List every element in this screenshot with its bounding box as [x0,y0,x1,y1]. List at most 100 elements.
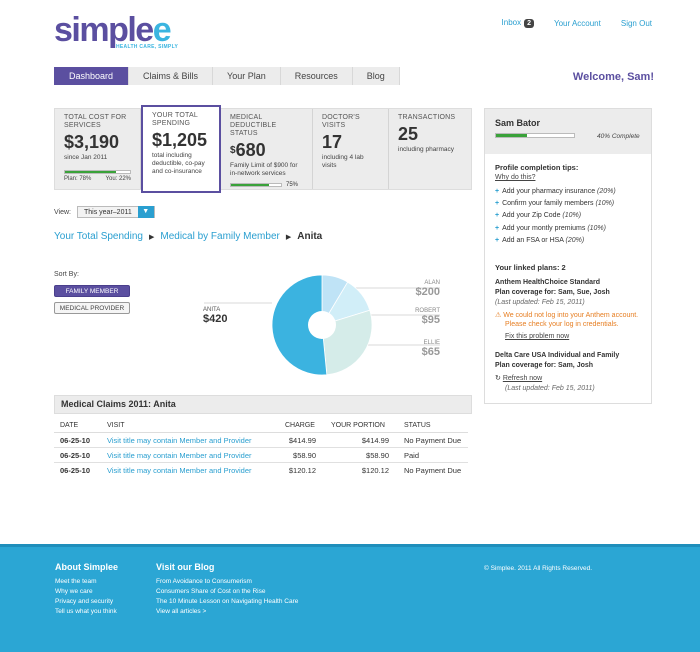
warning-icon: ⚠ [495,312,502,319]
tip-item[interactable]: + Add your montly premiums (10%) [495,225,606,232]
fix-problem-link[interactable]: Fix this problem now [505,333,570,340]
why-link[interactable]: Why do this? [495,174,536,181]
view-label: View: [54,208,71,216]
profile-progress-fill [496,134,528,137]
col-status: STATUS [404,422,431,429]
plus-icon: + [495,200,500,207]
inbox-count-badge: 2 [524,19,534,28]
breadcrumb-current: Anita [297,231,323,242]
inbox-link[interactable]: Inbox 2 [502,18,534,28]
summary-panel: TOTAL COST FOR SERVICES $3,190 since Jan… [54,105,472,193]
stat-deductible[interactable]: MEDICAL DEDUCTIBLE STATUS $680 Family Li… [221,109,313,189]
plan1-link[interactable]: Anthem HealthChoice Standard [495,279,601,286]
footer-link[interactable]: Why we care [55,588,93,595]
plus-icon: + [495,212,500,219]
footer-link[interactable]: Consumers Share of Cost on the Rise [156,588,266,595]
stat-total-cost[interactable]: TOTAL COST FOR SERVICES $3,190 since Jan… [55,109,141,189]
plus-icon: + [495,225,500,232]
refresh-row[interactable]: ↻ Refresh now [495,375,543,382]
tip-item[interactable]: + Add your Zip Code (10%) [495,212,582,219]
view-select[interactable]: This year–2011 ▼ [77,206,155,218]
stat-label: DOCTOR'S VISITS [322,114,360,129]
tab-blog[interactable]: Blog [352,67,400,85]
footer-about-title: About Simplee [55,562,119,572]
view-row: View: This year–2011 ▼ [54,206,155,218]
main-nav: Dashboard Claims & Bills Your Plan Resou… [54,67,400,85]
col-visit: VISIT [107,422,125,429]
plus-icon: + [495,188,500,195]
breadcrumb: Your Total Spending ▶ Medical by Family … [54,231,322,242]
plan-share-label: Plan: 78% [64,176,92,182]
deductible-fill [231,184,269,186]
stat-value: 25 [398,124,419,144]
breadcrumb-arrow-icon: ▶ [148,233,155,241]
row-visit-link[interactable]: Visit title may contain Member and Provi… [107,436,252,445]
footer-link[interactable]: View all articles > [156,608,207,615]
tab-resources[interactable]: Resources [280,67,353,85]
plan2-updated: (Last updated: Feb 15, 2011) [505,385,595,392]
stat-label: TOTAL COST FOR SERVICES [64,114,127,129]
tab-dashboard[interactable]: Dashboard [54,67,130,85]
stat-label: YOUR TOTAL SPENDING [152,112,198,127]
tip-item[interactable]: + Confirm your family members (10%) [495,200,615,207]
pie-label-ellie: ELLIE $65 [421,340,440,358]
breadcrumb-total-spending[interactable]: Your Total Spending [54,231,143,242]
logo-tagline: HEALTH CARE, SIMPLY [116,44,179,50]
table-divider [54,432,468,433]
sign-out-link[interactable]: Sign Out [620,18,652,28]
linked-plans-title: Your linked plans: 2 [495,263,566,272]
table-row: 06-25-10 Visit title may contain Member … [54,463,468,478]
top-links: Inbox 2 Your Account Sign Out [502,18,652,28]
sort-medical-provider-button[interactable]: MEDICAL PROVIDER [54,302,130,314]
breadcrumb-medical[interactable]: Medical by Family Member [160,231,280,242]
footer-link[interactable]: From Avoidance to Consumerism [156,578,252,585]
footer-link[interactable]: Tell us what you think [55,608,117,615]
tip-item[interactable]: + Add an FSA or HSA (20%) [495,237,585,244]
footer-link[interactable]: The 10 Minute Lesson on Navigating Healt… [156,598,299,605]
pie-label-robert: ROBERT $95 [415,308,440,326]
footer-link[interactable]: Meet the team [55,578,97,585]
copyright: © Simplee. 2011 All Rights Reserved. [484,565,592,572]
profile-progress-label: 40% Complete [597,133,640,140]
footer-link[interactable]: Privacy and security [55,598,114,605]
plan2-link[interactable]: Delta Care USA Individual and Family [495,352,620,359]
tip-item[interactable]: + Add your pharmacy insurance (20%) [495,188,616,195]
row-portion: $58.90 [366,451,389,460]
stat-value: 17 [322,132,343,152]
tab-claims-bills[interactable]: Claims & Bills [129,67,214,85]
row-visit-link[interactable]: Visit title may contain Member and Provi… [107,466,252,475]
simplee-logo[interactable]: simplee HEALTH CARE, SIMPLY [54,13,194,53]
deductible-pct: 75% [286,182,299,188]
tab-your-plan[interactable]: Your Plan [213,67,281,85]
profile-header: Sam Bator 40% Complete [485,109,651,154]
row-portion: $120.12 [361,466,389,475]
col-date: DATE [60,422,79,429]
profile-progress-bar [495,133,575,138]
table-row: 06-25-10 Visit title may contain Member … [54,433,468,448]
spending-pie-chart[interactable] [271,274,373,376]
stat-visits[interactable]: DOCTOR'S VISITS 17 including 4 lab visit… [313,109,389,189]
stat-value: $1,205 [152,130,208,150]
row-visit-link[interactable]: Visit title may contain Member and Provi… [107,451,252,460]
profile-name: Sam Bator [495,118,541,128]
header: simplee HEALTH CARE, SIMPLY Inbox 2 Your … [0,0,700,60]
pie-label-alan: ALAN $200 [415,280,440,298]
stat-transactions[interactable]: TRANSACTIONS 25 including pharmacy [389,109,471,189]
plan2-coverage: Plan coverage for: Sam, Josh [495,362,594,369]
footer-blog: Visit our Blog From Avoidance to Consume… [156,562,298,617]
pie-center-hole [308,311,336,339]
row-date: 06-25-10 [60,466,91,475]
your-account-link[interactable]: Your Account [554,18,601,28]
tips-title: Profile completion tips: [495,163,579,172]
stat-sub: total including deductible, co-pay and c… [152,152,205,175]
breadcrumb-arrow-icon: ▶ [285,233,292,241]
profile-panel: Sam Bator 40% Complete Profile completio… [484,108,652,404]
footer-blog-title: Visit our Blog [156,562,215,572]
stat-your-spending[interactable]: YOUR TOTAL SPENDING $1,205 total includi… [141,105,221,193]
stat-sub: since Jan 2011 [64,154,108,161]
view-selected: This year–2011 [84,208,132,216]
sort-family-member-button[interactable]: FAMILY MEMBER [54,285,130,297]
pie-slice-anita[interactable] [271,274,328,376]
row-status: No Payment Due [404,436,462,445]
row-charge: $414.99 [288,436,316,445]
